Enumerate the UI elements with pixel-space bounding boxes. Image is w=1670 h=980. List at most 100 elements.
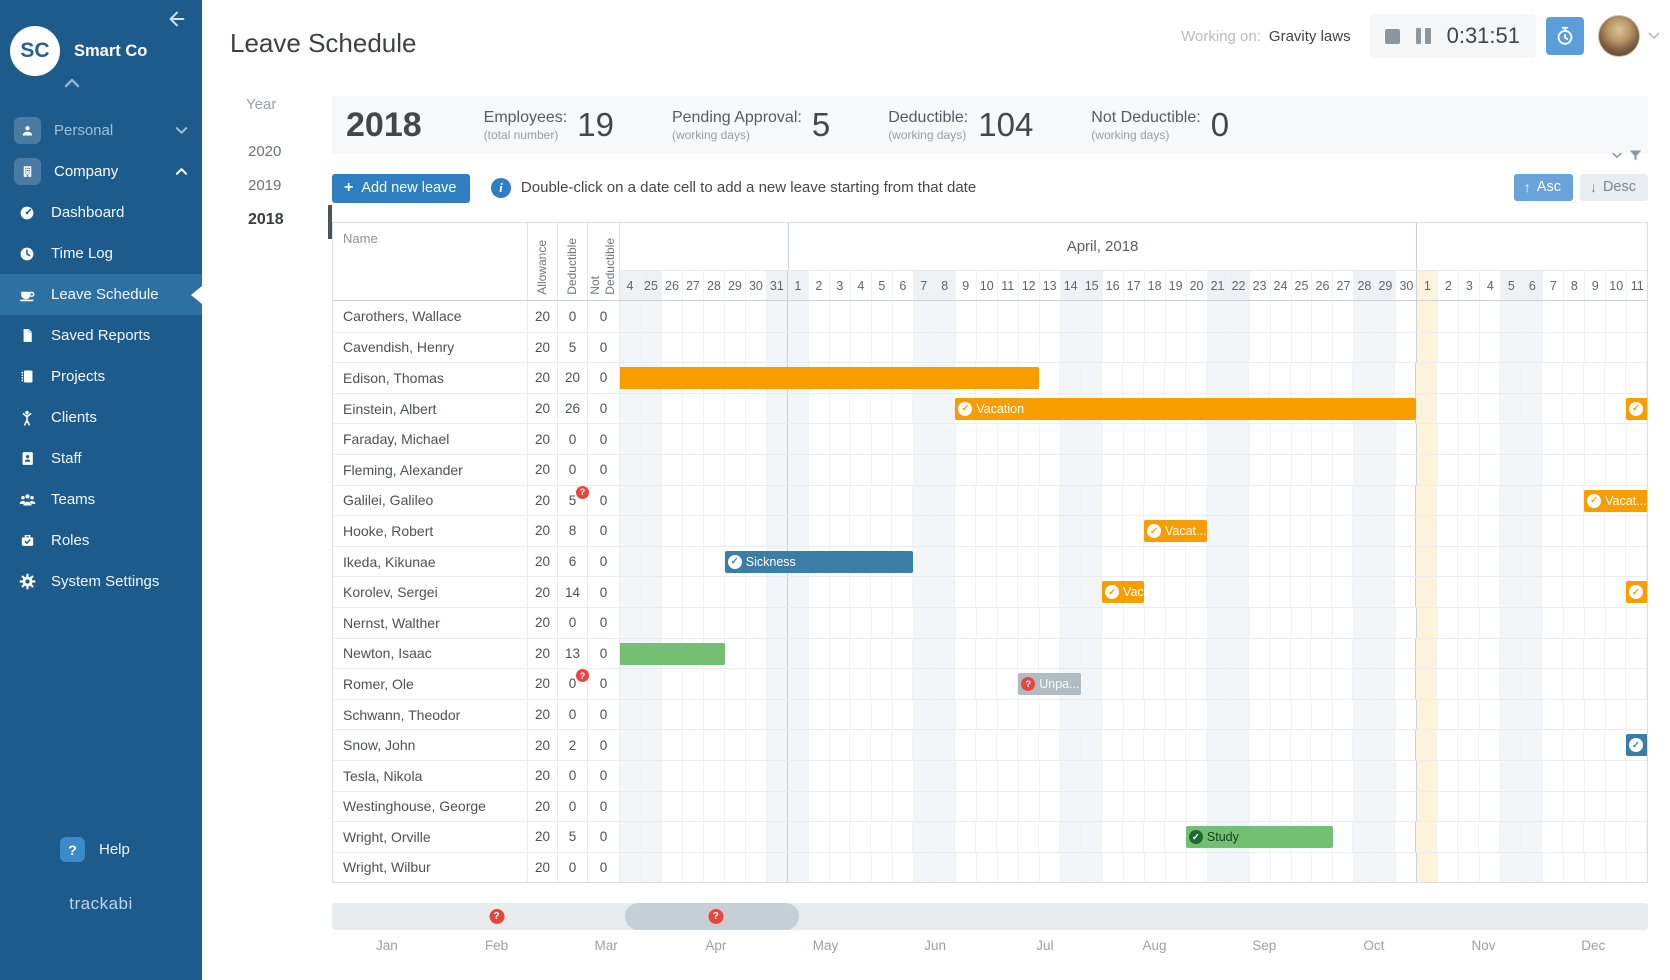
date-cell[interactable]: [787, 607, 809, 638]
date-cell[interactable]: [892, 669, 914, 699]
date-cell[interactable]: [1081, 760, 1103, 791]
date-cell[interactable]: [1542, 669, 1563, 699]
date-cell[interactable]: [662, 791, 683, 822]
date-cell[interactable]: [1501, 424, 1523, 454]
date-cell[interactable]: [1270, 730, 1291, 760]
chevron-down-icon[interactable]: [1648, 32, 1660, 40]
date-cell[interactable]: [1543, 301, 1565, 332]
date-cell[interactable]: [1227, 363, 1249, 393]
date-cell[interactable]: [1291, 363, 1312, 393]
date-cell[interactable]: [683, 301, 704, 332]
date-cell[interactable]: [1249, 638, 1270, 669]
date-cell[interactable]: [1416, 485, 1438, 516]
date-cell[interactable]: [1626, 516, 1647, 546]
date-cell[interactable]: [1354, 760, 1376, 791]
date-cell[interactable]: [1039, 363, 1061, 393]
leave-bar-sickness[interactable]: ✓ Sickness: [724, 550, 914, 573]
date-cell[interactable]: [1312, 424, 1334, 454]
date-cell[interactable]: [976, 485, 998, 516]
date-cell[interactable]: [1542, 822, 1563, 852]
date-cell[interactable]: [893, 301, 914, 332]
date-cell[interactable]: [1374, 730, 1396, 760]
date-cell[interactable]: [1374, 577, 1396, 607]
help-button[interactable]: ? Help: [60, 837, 130, 862]
company-avatar[interactable]: SC: [10, 26, 60, 76]
date-cell[interactable]: [704, 852, 725, 883]
date-cell[interactable]: [640, 577, 662, 607]
date-cell[interactable]: [1374, 363, 1396, 393]
date-cell[interactable]: [704, 730, 725, 760]
date-cell[interactable]: [662, 454, 683, 485]
date-cell[interactable]: [1500, 485, 1521, 516]
date-cell[interactable]: [809, 393, 830, 424]
date-cell[interactable]: [830, 607, 851, 638]
sidebar-item-clients[interactable]: Clients: [0, 397, 202, 438]
date-cell[interactable]: [1187, 760, 1208, 791]
date-cell[interactable]: [1437, 577, 1459, 607]
date-cell[interactable]: [1039, 577, 1061, 607]
date-cell[interactable]: [704, 546, 725, 577]
date-cell[interactable]: [620, 730, 641, 760]
leave-bar-sickness[interactable]: ✓: [1626, 734, 1647, 757]
leave-bar-study[interactable]: [620, 642, 725, 665]
date-cell[interactable]: [1165, 730, 1186, 760]
date-cell[interactable]: [1060, 424, 1082, 454]
date-cell[interactable]: [1605, 393, 1626, 424]
date-cell[interactable]: [1187, 852, 1208, 883]
date-cell[interactable]: [1271, 301, 1292, 332]
date-cell[interactable]: [850, 822, 872, 852]
date-cell[interactable]: [1459, 760, 1481, 791]
date-cell[interactable]: [1437, 393, 1459, 424]
date-cell[interactable]: [746, 454, 767, 485]
date-cell[interactable]: [1270, 516, 1291, 546]
sidebar-item-staff[interactable]: Staff: [0, 438, 202, 479]
date-cell[interactable]: [1500, 669, 1521, 699]
date-cell[interactable]: [1040, 791, 1061, 822]
date-cell[interactable]: [1060, 822, 1081, 852]
date-cell[interactable]: [1332, 822, 1354, 852]
date-cell[interactable]: [1606, 607, 1628, 638]
date-cell[interactable]: [1520, 638, 1542, 669]
date-cell[interactable]: [1311, 363, 1333, 393]
date-cell[interactable]: [725, 454, 746, 485]
date-cell[interactable]: [1395, 822, 1417, 852]
date-cell[interactable]: [998, 332, 1019, 363]
date-cell[interactable]: [620, 393, 641, 424]
date-cell[interactable]: [1080, 516, 1102, 546]
date-cell[interactable]: [1145, 332, 1166, 363]
date-cell[interactable]: [1354, 301, 1376, 332]
date-cell[interactable]: [1438, 699, 1460, 730]
date-cell[interactable]: [809, 822, 830, 852]
date-cell[interactable]: [1040, 454, 1061, 485]
date-cell[interactable]: [1291, 730, 1312, 760]
date-cell[interactable]: [1165, 363, 1186, 393]
sidebar-item-system-settings[interactable]: System Settings: [0, 561, 202, 602]
date-cell[interactable]: [1270, 546, 1291, 577]
date-cell[interactable]: [704, 332, 725, 363]
date-cell[interactable]: [1563, 822, 1584, 852]
date-cell[interactable]: [1228, 301, 1250, 332]
date-cell[interactable]: [1228, 791, 1250, 822]
date-cell[interactable]: [1144, 485, 1165, 516]
date-cell[interactable]: [1353, 669, 1375, 699]
date-cell[interactable]: [1416, 393, 1438, 424]
date-cell[interactable]: [851, 301, 872, 332]
date-cell[interactable]: [893, 760, 914, 791]
date-cell[interactable]: [1102, 669, 1123, 699]
date-cell[interactable]: [956, 791, 977, 822]
date-cell[interactable]: [746, 577, 767, 607]
date-cell[interactable]: [1228, 332, 1250, 363]
date-cell[interactable]: [1374, 485, 1396, 516]
date-cell[interactable]: [1606, 791, 1628, 822]
date-cell[interactable]: [1500, 393, 1521, 424]
date-cell[interactable]: [934, 424, 956, 454]
date-cell[interactable]: [1206, 669, 1228, 699]
date-cell[interactable]: [934, 699, 956, 730]
date-cell[interactable]: [871, 822, 893, 852]
date-cell[interactable]: [913, 546, 935, 577]
date-cell[interactable]: [1606, 760, 1628, 791]
date-cell[interactable]: [872, 699, 893, 730]
date-cell[interactable]: [1585, 607, 1607, 638]
date-cell[interactable]: [1145, 424, 1166, 454]
date-cell[interactable]: [1207, 791, 1229, 822]
